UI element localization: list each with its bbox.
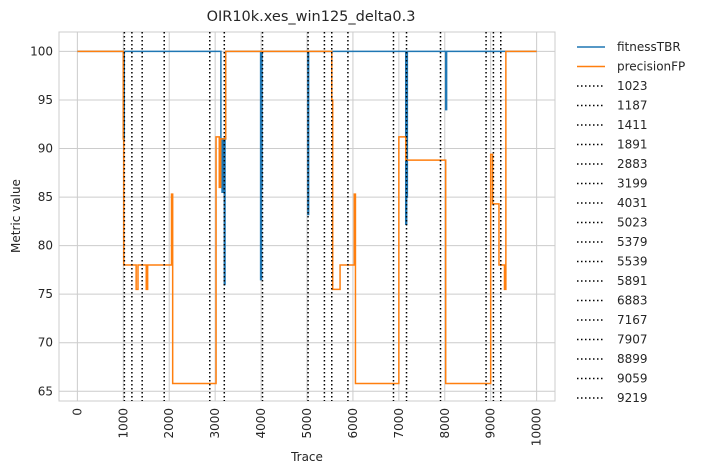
legend-label: precisionFP [617,60,685,74]
x-tick-label: 7000 [392,408,406,439]
x-tick-label: 10000 [530,408,544,446]
chart-title: OIR10k.xes_win125_delta0.3 [207,9,416,25]
legend-label: 5379 [617,235,648,249]
x-tick-label: 1000 [116,408,130,439]
legend-label: 8899 [617,352,648,366]
y-axis-label: Metric value [9,179,23,253]
x-tick-label: 8000 [438,408,452,439]
x-tick-label: 6000 [346,408,360,439]
y-tick-labels: 65 70 75 80 85 90 95 100 [30,44,53,398]
legend-label: 1023 [617,79,648,93]
x-tick-labels: 0 1000 2000 3000 4000 5000 6000 7000 8000 9000 100… [70,408,543,446]
legend-label: 3199 [617,177,648,191]
legend-label: 1891 [617,138,648,152]
legend-label: 7907 [617,333,648,347]
x-axis-label: Trace [290,450,323,464]
y-tick-label: 90 [38,142,53,156]
legend-label: 5539 [617,255,648,269]
legend-label: 7167 [617,313,648,327]
x-tick-label: 4000 [254,408,268,439]
legend-label: 9219 [617,391,648,405]
y-tick-label: 100 [30,44,53,58]
legend-label: fitnessTBR [617,40,681,54]
vertical-lines [123,32,502,401]
y-tick-label: 75 [38,287,53,301]
legend: fitnessTBR precisionFP 1023 1187 1411 1891 288… [577,40,685,405]
y-tick-label: 65 [38,384,53,398]
legend-label: 5023 [617,216,648,230]
x-tick-label: 0 [70,408,84,416]
y-tick-label: 80 [38,239,53,253]
x-tick-label: 9000 [484,408,498,439]
legend-label: 1411 [617,118,648,132]
y-tick-label: 70 [38,336,53,350]
legend-label: 6883 [617,294,648,308]
legend-label: 2883 [617,157,648,171]
x-tick-label: 3000 [208,408,222,439]
legend-label: 4031 [617,196,648,210]
y-tick-label: 95 [38,93,53,107]
x-tick-label: 5000 [300,408,314,439]
legend-label: 9059 [617,372,648,386]
legend-label: 1187 [617,99,648,113]
legend-label: 5891 [617,274,648,288]
x-tick-label: 2000 [162,408,176,439]
y-tick-label: 85 [38,190,53,204]
grid [59,32,555,401]
